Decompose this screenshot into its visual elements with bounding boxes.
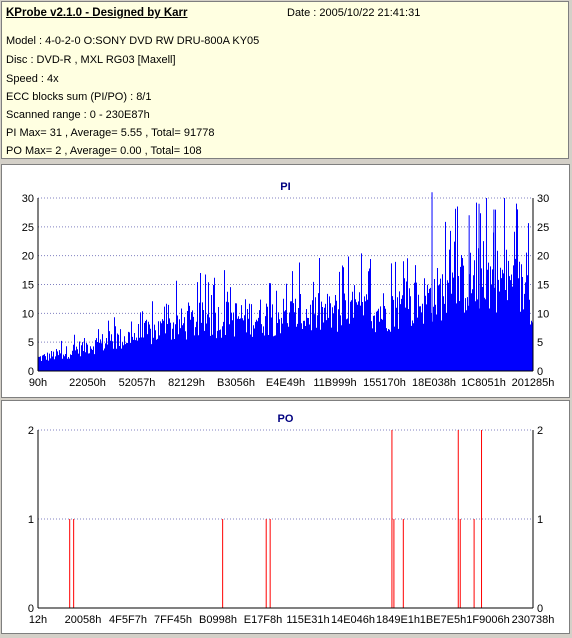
po-xtick: 4F5F7h bbox=[109, 614, 147, 626]
po-title: PO bbox=[278, 413, 294, 425]
pi-ytick-left: 15 bbox=[22, 280, 34, 292]
pi-bars bbox=[38, 198, 533, 371]
ecc-line: ECC blocks sum (PI/PO) : 8/1 bbox=[6, 91, 152, 103]
pi-ytick-right: 5 bbox=[537, 337, 543, 349]
po-ytick-right: 1 bbox=[537, 514, 543, 526]
pi-summary-line: PI Max= 31 , Average= 5.55 , Total= 9177… bbox=[6, 127, 215, 139]
po-xtick: 12h bbox=[29, 614, 47, 626]
po-xtick: 7FF45h bbox=[154, 614, 192, 626]
pi-ytick-left: 5 bbox=[28, 337, 34, 349]
pi-xtick: 82129h bbox=[168, 377, 205, 389]
pi-ytick-left: 30 bbox=[22, 193, 34, 205]
app-title: KProbe v2.1.0 - Designed by Karr bbox=[6, 7, 188, 19]
pi-ytick-left: 0 bbox=[28, 366, 34, 378]
po-xtick: 230738h bbox=[512, 614, 555, 626]
pi-xtick: 11B999h bbox=[313, 377, 356, 389]
model-line: Model : 4-0-2-0 O:SONY DVD RW DRU-800A K… bbox=[6, 35, 260, 47]
po-xtick: 1BE7E5h bbox=[420, 614, 466, 626]
pi-ytick-left: 10 bbox=[22, 308, 34, 320]
info-panel: KProbe v2.1.0 - Designed by Karr Date : … bbox=[1, 1, 569, 159]
po-ytick-left: 2 bbox=[28, 425, 34, 437]
pi-ytick-right: 15 bbox=[537, 280, 549, 292]
po-summary-line: PO Max= 2 , Average= 0.00 , Total= 108 bbox=[6, 145, 202, 157]
pi-xtick: B3056h bbox=[217, 377, 255, 389]
po-xtick: 20058h bbox=[65, 614, 102, 626]
pi-xtick: 18E038h bbox=[412, 377, 456, 389]
pi-xtick: 201285h bbox=[512, 377, 555, 389]
pi-ytick-right: 0 bbox=[537, 366, 543, 378]
pi-xtick: 22050h bbox=[69, 377, 106, 389]
po-chart: PO 0 0 1 1 2 2 12h 20058h 4F5F7h 7FF45h B0998h E17F8… bbox=[28, 413, 555, 626]
pi-xtick: E4E49h bbox=[266, 377, 305, 389]
po-ytick-left: 1 bbox=[28, 514, 34, 526]
pi-title: PI bbox=[280, 181, 290, 193]
pi-xtick: 90h bbox=[29, 377, 47, 389]
pi-chart: PI 0 0 5 5 10 10 15 15 20 20 25 25 30 30 90h 22050h 52057… bbox=[22, 181, 555, 389]
scan-date: Date : 2005/10/22 21:41:31 bbox=[287, 7, 421, 19]
pi-ytick-right: 10 bbox=[537, 308, 549, 320]
disc-line: Disc : DVD-R , MXL RG03 [Maxell] bbox=[6, 54, 176, 66]
range-line: Scanned range : 0 - 230E87h bbox=[6, 109, 150, 121]
po-ytick-left: 0 bbox=[28, 603, 34, 615]
po-ytick-right: 2 bbox=[537, 425, 543, 437]
pi-chart-panel: PI 0 0 5 5 10 10 15 15 20 20 25 25 30 30 90h 22050h 52057… bbox=[1, 164, 570, 398]
speed-line: Speed : 4x bbox=[6, 73, 59, 85]
pi-ytick-left: 20 bbox=[22, 251, 34, 263]
pi-ytick-right: 20 bbox=[537, 251, 549, 263]
po-xtick: 1849E1h bbox=[376, 614, 420, 626]
pi-ytick-right: 25 bbox=[537, 222, 549, 234]
po-xtick: 14E046h bbox=[331, 614, 375, 626]
po-xtick: 1F9006h bbox=[466, 614, 509, 626]
pi-xtick: 1C8051h bbox=[461, 377, 506, 389]
pi-xtick: 155170h bbox=[363, 377, 406, 389]
pi-ytick-right: 30 bbox=[537, 193, 549, 205]
po-chart-panel: PO 0 0 1 1 2 2 12h 20058h 4F5F7h 7FF45h B0998h E17F8… bbox=[1, 400, 570, 634]
po-xtick: 115E31h bbox=[286, 614, 329, 626]
pi-ytick-left: 25 bbox=[22, 222, 34, 234]
pi-xtick: 52057h bbox=[119, 377, 156, 389]
po-xtick: E17F8h bbox=[244, 614, 283, 626]
po-ytick-right: 0 bbox=[537, 603, 543, 615]
po-xtick: B0998h bbox=[199, 614, 237, 626]
